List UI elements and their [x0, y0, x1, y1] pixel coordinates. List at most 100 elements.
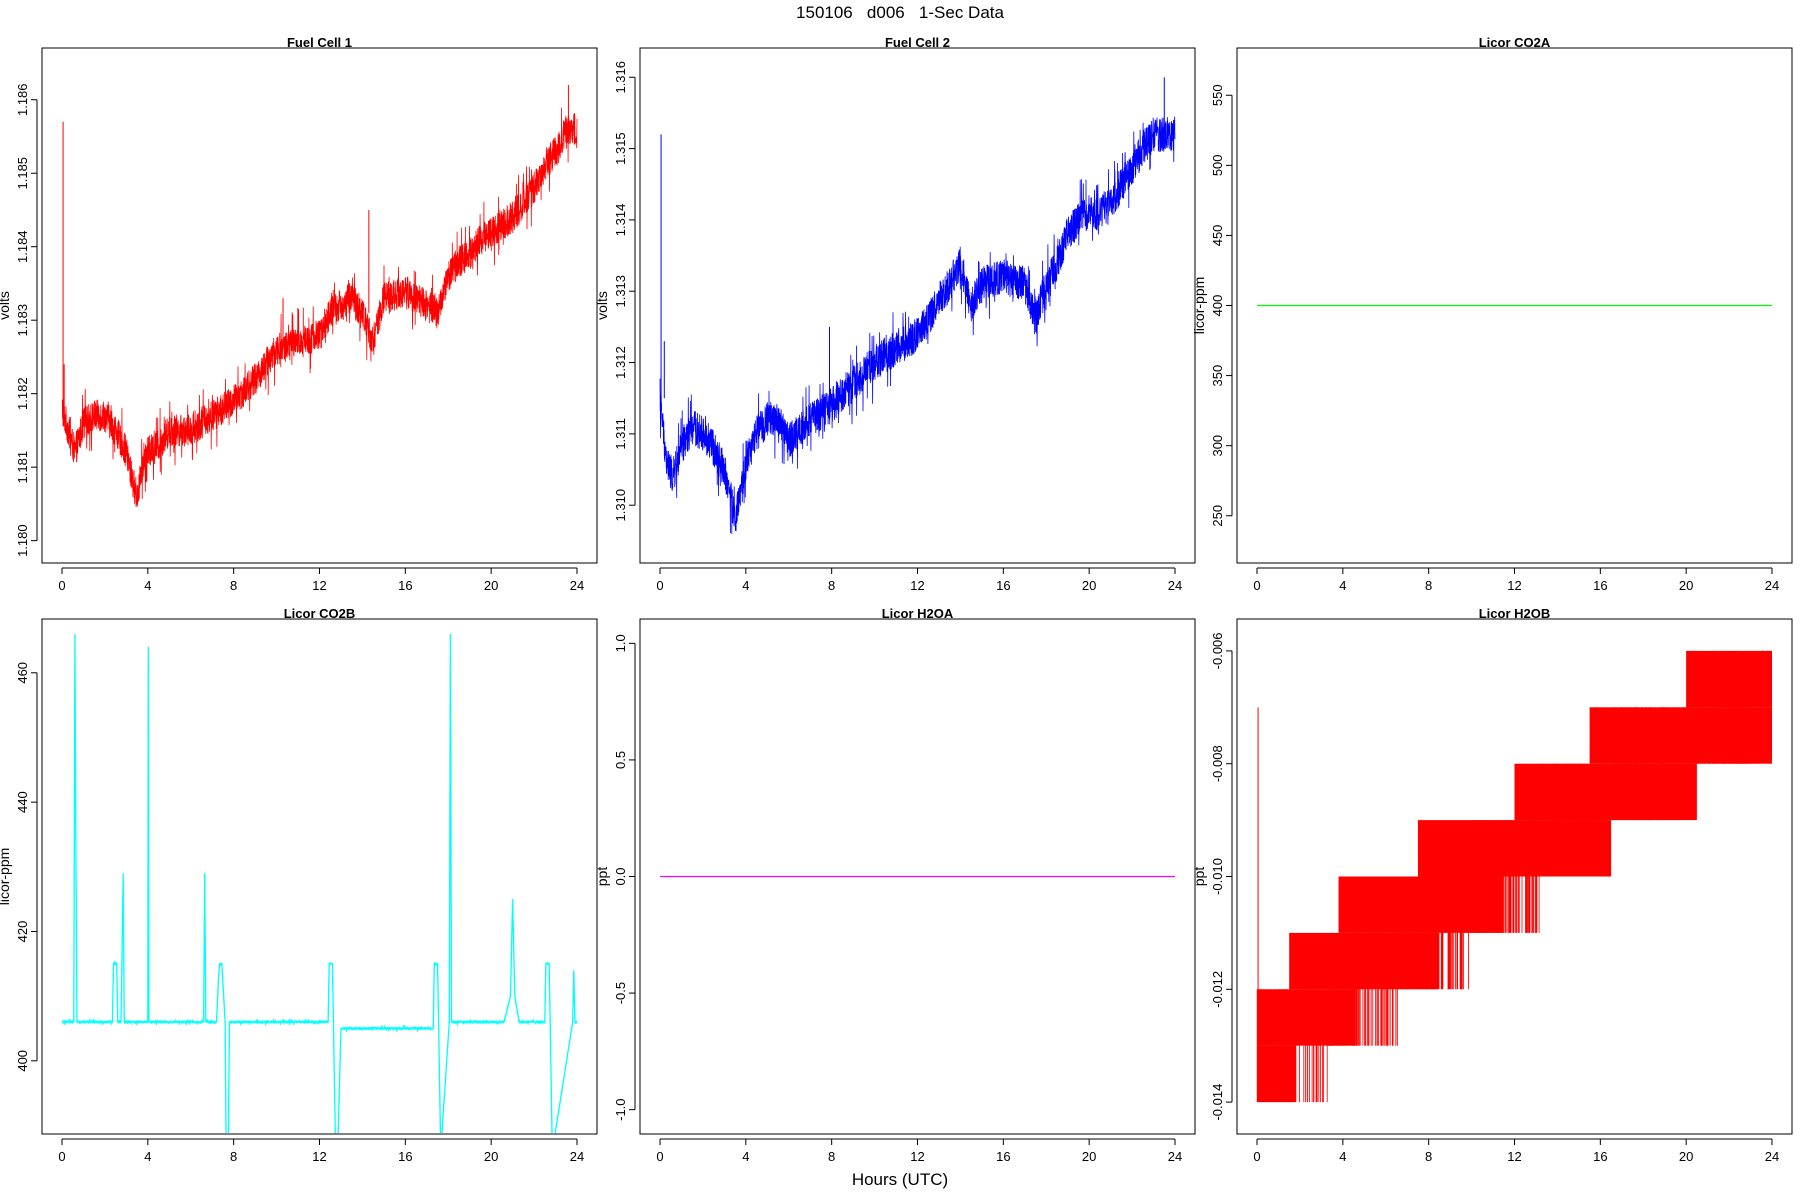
plot-frame [1236, 47, 1793, 564]
x-tick-label: 0 [656, 1149, 663, 1164]
series-anchor-line [62, 633, 577, 1133]
x-tick-label: 24 [1168, 1149, 1182, 1164]
y-tick-label: 250 [1210, 505, 1225, 527]
data-series [61, 633, 578, 1133]
x-tick-label: 24 [570, 578, 584, 593]
chart-panel-2: Fuel Cell 2 volts 0 4 8 12 16 20 24 1.310 1.311 1.3… [594, 35, 1196, 593]
y-axis-label: licor-ppm [0, 848, 12, 906]
x-tick-label: 16 [996, 1149, 1010, 1164]
x-tick-label: 4 [144, 578, 151, 593]
y-tick-label: 1.315 [613, 132, 628, 165]
x-tick-label: 12 [910, 578, 924, 593]
plot-frame [41, 47, 598, 564]
x-tick-label: 4 [1339, 578, 1346, 593]
x-tick-label: 4 [742, 1149, 749, 1164]
y-tick-label: 1.181 [15, 451, 30, 484]
x-tick-label: 16 [398, 1149, 412, 1164]
chart-panel-6: Licor H2OB ppt 0 4 8 12 16 20 24 -0.014 -0.012 -0.0… [1191, 606, 1793, 1164]
y-tick-label: 350 [1210, 365, 1225, 387]
y-tick-label: 1.314 [613, 204, 628, 237]
y-tick-label: 1.310 [613, 489, 628, 522]
chart-title: Licor H2OB [1479, 606, 1551, 621]
x-tick-label: 4 [144, 1149, 151, 1164]
chart-title: Licor CO2B [284, 606, 356, 621]
x-tick-label: 24 [570, 1149, 584, 1164]
y-axis-label: licor-ppm [1191, 277, 1207, 335]
chart-title: Fuel Cell 2 [885, 35, 950, 50]
chart-panel-4: Licor CO2B licor-ppm 0 4 8 12 16 20 24 400 420 440 4… [0, 606, 598, 1164]
y-tick-label: -0.5 [613, 982, 628, 1004]
x-tick-label: 24 [1168, 578, 1182, 593]
x-tick-label: 0 [1253, 1149, 1260, 1164]
y-tick-label: 1.312 [613, 346, 628, 379]
y-tick-label: 0.5 [613, 751, 628, 769]
y-tick-label: 420 [15, 921, 30, 943]
plot-frame [639, 47, 1196, 564]
x-tick-label: 20 [484, 578, 498, 593]
x-tick-label: 12 [1507, 578, 1521, 593]
y-tick-label: 1.186 [15, 83, 30, 116]
step-band-4 [1338, 876, 1504, 933]
y-tick-label: -1.0 [613, 1098, 628, 1120]
x-tick-label: 16 [1593, 1149, 1607, 1164]
x-tick-label: 4 [1339, 1149, 1346, 1164]
chart-title: Licor H2OA [882, 606, 954, 621]
x-tick-label: 12 [312, 1149, 326, 1164]
x-axis-label: Hours (UTC) [851, 1170, 949, 1189]
y-tick-label: 500 [1210, 154, 1225, 176]
y-tick-label: 1.183 [15, 304, 30, 337]
y-axis-label: volts [0, 291, 12, 320]
y-tick-label: -0.012 [1210, 971, 1225, 1008]
x-tick-label: 8 [230, 1149, 237, 1164]
plot-frame [41, 618, 598, 1135]
plot-frame [1236, 618, 1793, 1135]
x-tick-label: 8 [1425, 1149, 1432, 1164]
y-tick-label: 460 [15, 662, 30, 684]
chart-title: Licor CO2A [1479, 35, 1551, 50]
data-series [1256, 650, 1772, 1103]
y-tick-label: 300 [1210, 435, 1225, 457]
y-tick-label: 1.185 [15, 157, 30, 190]
page-title: 150106 d006 1-Sec Data [796, 3, 1004, 22]
y-axis-label: ppt [594, 867, 610, 887]
x-tick-label: 20 [1082, 578, 1096, 593]
x-tick-label: 12 [1507, 1149, 1521, 1164]
y-tick-label: 440 [15, 791, 30, 813]
y-tick-label: 1.184 [15, 230, 30, 263]
x-tick-label: 20 [1679, 1149, 1693, 1164]
chart-title: Fuel Cell 1 [287, 35, 352, 50]
x-tick-label: 0 [1253, 578, 1260, 593]
x-tick-label: 4 [742, 578, 749, 593]
x-tick-label: 0 [656, 578, 663, 593]
x-tick-label: 8 [230, 578, 237, 593]
y-tick-label: 1.0 [613, 634, 628, 652]
x-tick-label: 24 [1765, 1149, 1779, 1164]
y-tick-label: 400 [15, 1050, 30, 1072]
x-tick-label: 16 [1593, 578, 1607, 593]
y-tick-label: 1.180 [15, 524, 30, 557]
y-axis-label: volts [594, 291, 610, 320]
series-line [659, 116, 1176, 534]
y-tick-label: 0.0 [613, 867, 628, 885]
y-tick-label: 400 [1210, 295, 1225, 317]
data-series [61, 85, 578, 507]
y-tick-label: 1.182 [15, 377, 30, 410]
x-tick-label: 20 [1679, 578, 1693, 593]
x-tick-label: 12 [910, 1149, 924, 1164]
y-tick-label: 1.311 [613, 418, 628, 450]
x-tick-label: 0 [58, 578, 65, 593]
chart-panel-1: Fuel Cell 1 volts 0 4 8 12 16 20 24 1.180 1.181 1.1… [0, 35, 598, 593]
series-line [61, 107, 578, 507]
x-tick-label: 8 [828, 1149, 835, 1164]
y-tick-label: -0.008 [1210, 745, 1225, 782]
chart-panel-3: Licor CO2A licor-ppm 0 4 8 12 16 20 24 250 300 350 4… [1191, 35, 1793, 593]
series-line [61, 634, 578, 1133]
y-axis-label: ppt [1191, 867, 1207, 887]
x-tick-label: 8 [828, 578, 835, 593]
x-tick-label: 8 [1425, 578, 1432, 593]
step-band-5 [1417, 820, 1612, 877]
step-flicker [1256, 650, 1772, 1103]
y-tick-label: 450 [1210, 225, 1225, 247]
y-tick-label: -0.014 [1210, 1084, 1225, 1121]
